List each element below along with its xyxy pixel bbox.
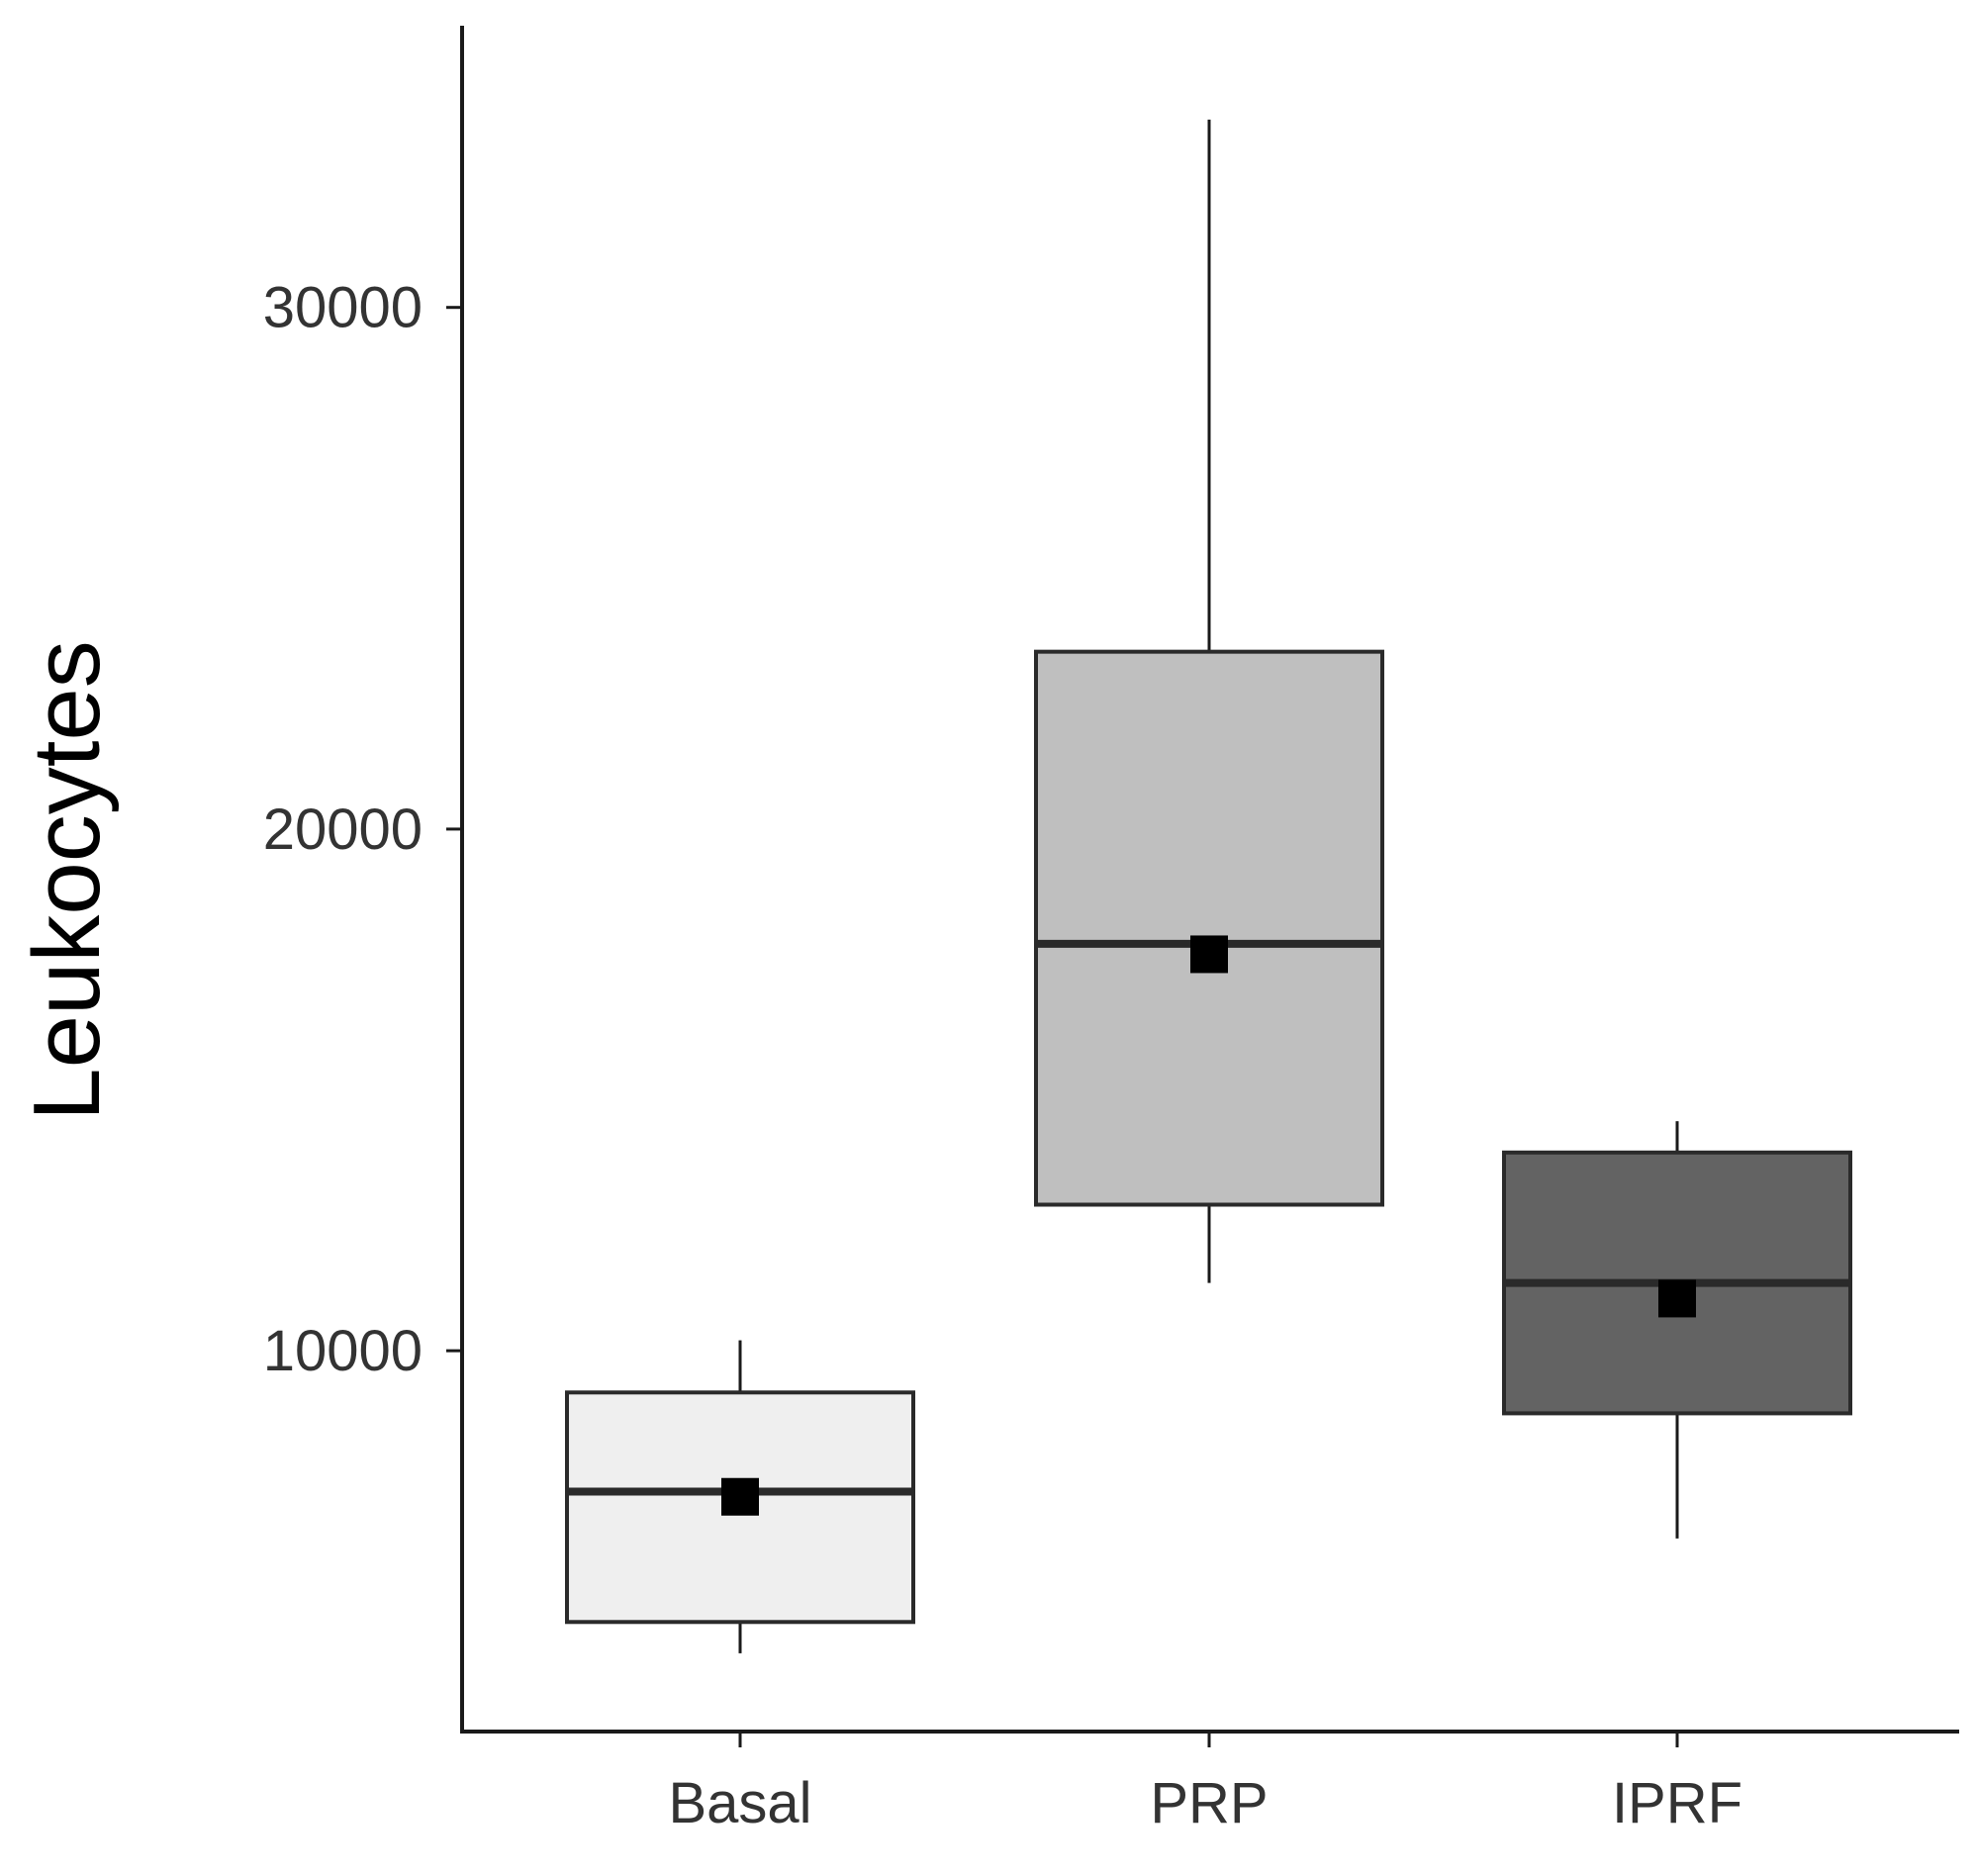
y-tick-label: 20000 xyxy=(263,797,423,862)
y-tick-label: 10000 xyxy=(263,1319,423,1383)
box-iqr xyxy=(1034,649,1384,1207)
y-tick-label: 30000 xyxy=(263,276,423,340)
x-tick-label: PRP xyxy=(1150,1771,1268,1835)
box-prp xyxy=(1034,119,1384,1283)
mean-marker xyxy=(721,1477,759,1516)
boxes-group xyxy=(565,119,1852,1653)
box-iprf xyxy=(1502,1121,1852,1539)
mean-marker xyxy=(1658,1279,1696,1318)
y-ticks-group: 10000 20000 30000 xyxy=(263,276,462,1383)
x-tick-label: Basal xyxy=(668,1771,811,1835)
x-ticks-group: Basal PRP IPRF xyxy=(668,1732,1742,1835)
y-axis-title: Leukocytes xyxy=(14,640,120,1121)
x-tick-label: IPRF xyxy=(1612,1771,1742,1835)
mean-marker xyxy=(1190,935,1228,974)
box-basal xyxy=(565,1340,915,1653)
